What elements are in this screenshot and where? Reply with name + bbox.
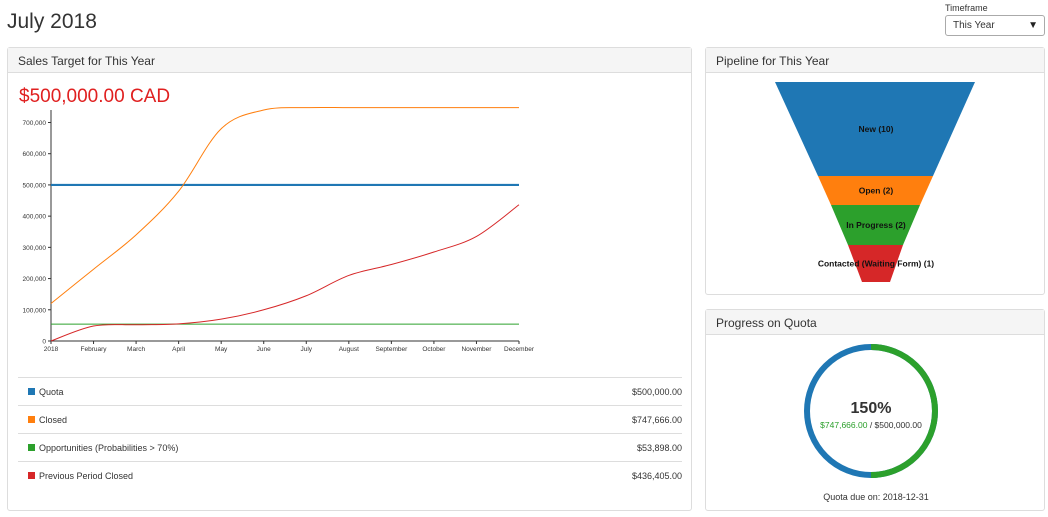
timeframe-label: Timeframe bbox=[945, 3, 988, 13]
funnel-stage-label: New (10) bbox=[859, 124, 894, 134]
pipeline-title: Pipeline for This Year bbox=[706, 48, 1044, 73]
legend-value: $436,405.00 bbox=[631, 470, 682, 481]
legend-entry: Previous Period Closed bbox=[28, 471, 133, 481]
funnel-stage-in-progress-2[interactable] bbox=[831, 205, 920, 245]
funnel-stage-open-2[interactable] bbox=[818, 176, 933, 205]
quota-title: Progress on Quota bbox=[706, 310, 1044, 335]
legend-label: Opportunities (Probabilities > 70%) bbox=[39, 442, 179, 453]
caret-down-icon: ▼ bbox=[1028, 20, 1038, 31]
funnel-stage-label: In Progress (2) bbox=[846, 220, 906, 230]
legend-swatch bbox=[28, 416, 35, 423]
legend-value: $747,666.00 bbox=[631, 414, 682, 425]
quota-progress-ring: 150% $747,666.00 / $500,000.00 bbox=[804, 344, 938, 478]
pipeline-panel: Pipeline for This Year New (10) Open (2) I… bbox=[705, 47, 1045, 295]
y-tick-label: 500,000 bbox=[23, 182, 47, 189]
x-tick-label: December bbox=[504, 346, 535, 353]
y-tick-label: 200,000 bbox=[23, 276, 47, 283]
legend-label: Closed bbox=[39, 414, 68, 425]
legend-row: Previous Period Closed $436,405.00 bbox=[18, 461, 682, 489]
x-tick-label: April bbox=[172, 346, 186, 353]
quota-ring-progress bbox=[804, 344, 938, 478]
quota-separator: / bbox=[867, 420, 874, 430]
x-tick-label: September bbox=[375, 346, 408, 353]
quota-percent: 150% bbox=[851, 400, 892, 417]
legend-value: $53,898.00 bbox=[636, 442, 682, 453]
timeframe-value: This Year bbox=[953, 20, 995, 31]
x-tick-label: June bbox=[257, 346, 271, 353]
series-line-previous-period-closed bbox=[50, 204, 520, 342]
legend-entry: Quota bbox=[28, 387, 64, 397]
quota-target-amount: $500,000.00 bbox=[875, 420, 923, 430]
y-tick-label: 300,000 bbox=[23, 245, 47, 252]
funnel-stage-label: Contacted (Waiting Form) (1) bbox=[818, 259, 934, 269]
legend-entry: Closed bbox=[28, 415, 67, 425]
quota-due-date: Quota due on: 2018-12-31 bbox=[823, 492, 929, 502]
quota-closed-amount: $747,666.00 bbox=[820, 420, 868, 430]
series-line-closed bbox=[50, 106, 519, 304]
x-tick-label: July bbox=[300, 346, 312, 353]
sales-target-panel: Sales Target for This Year $500,000.00 C… bbox=[7, 47, 692, 511]
sales-target-title: Sales Target for This Year bbox=[8, 48, 691, 73]
timeframe-control: Timeframe This Year ▼ bbox=[945, 3, 1045, 36]
legend-label: Previous Period Closed bbox=[39, 470, 134, 481]
x-tick-label: May bbox=[215, 346, 228, 353]
y-tick-label: 600,000 bbox=[23, 151, 47, 158]
timeframe-select[interactable]: This Year ▼ bbox=[945, 15, 1045, 36]
quota-panel: Progress on Quota 150% $747,666.00 / $500… bbox=[705, 309, 1045, 511]
funnel-stage-new-10[interactable] bbox=[775, 82, 975, 176]
funnel-stage-contacted-waiting-form-1[interactable] bbox=[848, 245, 903, 282]
x-tick-label: November bbox=[461, 346, 492, 353]
page-title: July 2018 bbox=[7, 10, 97, 33]
legend-row: Opportunities (Probabilities > 70%) $53,8… bbox=[18, 433, 682, 461]
y-tick-label: 100,000 bbox=[23, 307, 47, 314]
x-tick-label: October bbox=[422, 346, 446, 353]
y-tick-label: 400,000 bbox=[23, 214, 47, 221]
x-tick-label: 2018 bbox=[44, 346, 59, 353]
y-tick-label: 700,000 bbox=[23, 120, 47, 127]
legend-row: Quota $500,000.00 bbox=[18, 377, 682, 405]
legend-entry: Opportunities (Probabilities > 70%) bbox=[28, 443, 178, 453]
x-tick-label: August bbox=[339, 346, 359, 353]
legend-value: $500,000.00 bbox=[631, 386, 682, 397]
legend-swatch bbox=[28, 444, 35, 451]
sales-legend: Quota $500,000.00 Closed $747,666.00 Opportu… bbox=[18, 377, 682, 489]
legend-swatch bbox=[28, 472, 35, 479]
legend-label: Quota bbox=[39, 386, 64, 397]
funnel-stage-label: Open (2) bbox=[859, 186, 894, 196]
target-amount: $500,000.00 CAD bbox=[19, 86, 171, 107]
y-tick-label: 0 bbox=[42, 339, 46, 346]
pipeline-funnel: New (10) Open (2) In Progress (2) Contacted… bbox=[775, 82, 975, 282]
sales-line-chart: 0 100,000 200,000 300,000 400,000 500,000 600,… bbox=[23, 106, 535, 353]
x-tick-label: March bbox=[127, 346, 145, 353]
x-tick-label: February bbox=[81, 346, 108, 353]
legend-row: Closed $747,666.00 bbox=[18, 405, 682, 433]
legend-swatch bbox=[28, 388, 35, 395]
quota-amounts: $747,666.00 / $500,000.00 bbox=[820, 420, 922, 430]
